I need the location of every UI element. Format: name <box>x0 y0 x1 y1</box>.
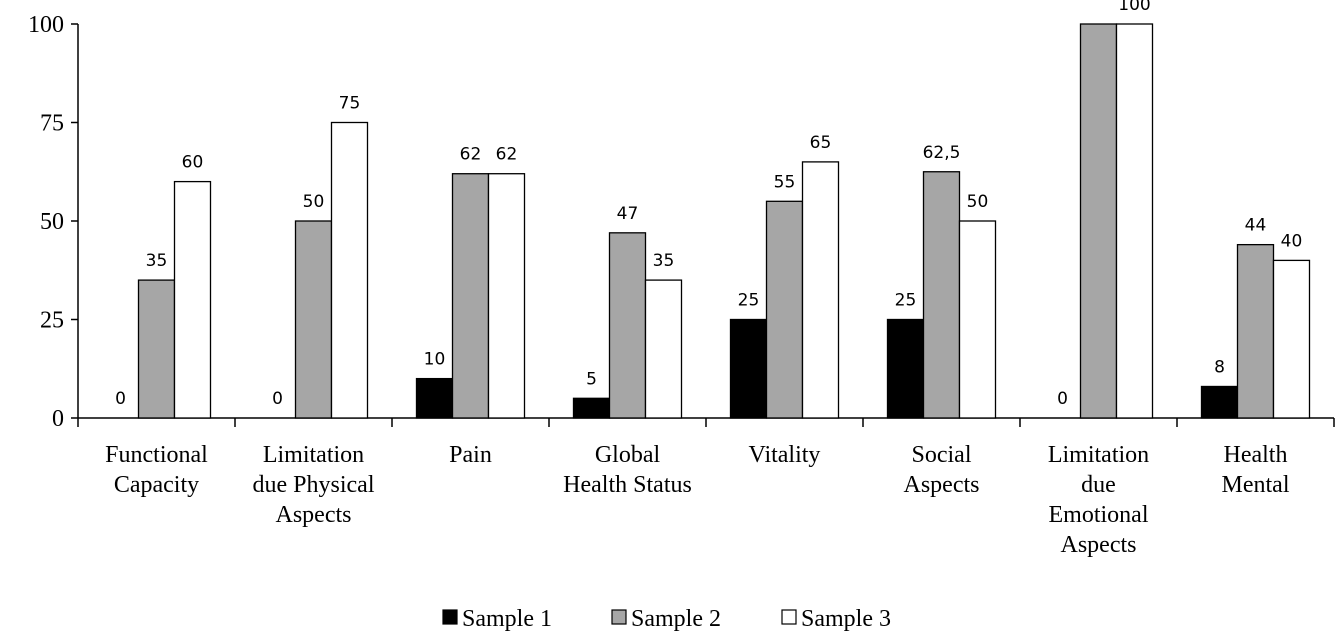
legend-label: Sample 1 <box>462 606 552 632</box>
bar-sample-3 <box>801 161 840 419</box>
x-category-label: Health Mental <box>1222 442 1290 498</box>
x-category-label: Pain <box>449 442 492 468</box>
bar-sample-2 <box>1079 23 1118 419</box>
data-label: 65 <box>810 133 832 153</box>
bar-sample-2 <box>765 200 804 419</box>
x-category-label: Social Aspects <box>904 442 980 498</box>
legend-label: Sample 2 <box>631 606 721 632</box>
x-category-label: Limitation due Emotional Aspects <box>1048 442 1149 558</box>
bar-sample-3 <box>1115 23 1154 419</box>
legend: Sample 1 Sample 2 Sample 3 <box>442 606 891 632</box>
x-category-label: Global Health Status <box>563 442 692 498</box>
y-tick-label: 0 <box>52 406 64 432</box>
data-label: 0 <box>272 389 283 409</box>
bar-sample-3 <box>330 121 369 419</box>
data-labels: 0 35 60 0 50 75 10 62 62 5 47 35 25 55 65 25 62,5 50 0 100 8… <box>115 0 1302 409</box>
bar-sample-3 <box>1272 259 1311 419</box>
x-category-label: Limitation due Physical Aspects <box>253 442 375 528</box>
bar-sample-2 <box>1236 243 1275 419</box>
bar-sample-1 <box>886 318 925 419</box>
y-tick-label: 50 <box>40 209 64 235</box>
legend-swatch <box>781 609 797 625</box>
bar-sample-1 <box>1200 385 1239 419</box>
data-label: 100 <box>1118 0 1150 15</box>
y-tick-label: 25 <box>40 308 64 334</box>
data-label: 40 <box>1281 231 1303 251</box>
x-category-label: Functional Capacity <box>105 442 208 498</box>
data-label: 44 <box>1245 216 1267 236</box>
bar-sample-2 <box>922 171 961 419</box>
data-label: 62,5 <box>923 143 961 163</box>
bar-sample-3 <box>173 180 212 419</box>
data-label: 0 <box>1057 389 1068 409</box>
data-label: 35 <box>653 251 675 271</box>
bar-sample-2 <box>608 232 647 419</box>
bar-sample-1 <box>729 318 768 419</box>
bar-sample-3 <box>644 279 683 419</box>
bar-sample-1 <box>415 377 454 419</box>
data-label: 50 <box>303 192 325 212</box>
data-label: 55 <box>774 172 796 192</box>
data-label: 10 <box>424 350 446 370</box>
data-label: 8 <box>1214 357 1225 377</box>
y-tick-label: 75 <box>40 111 64 137</box>
y-tick-label: 100 <box>28 12 64 38</box>
bar-sample-1 <box>572 397 611 419</box>
data-label: 75 <box>339 94 361 114</box>
data-label: 0 <box>115 389 126 409</box>
data-label: 60 <box>182 153 204 173</box>
bar-sample-2 <box>294 220 333 419</box>
category-labels: Functional Capacity Limitation due Physical… <box>105 442 1290 558</box>
data-label: 47 <box>617 204 639 224</box>
data-label: 62 <box>460 145 482 165</box>
legend-swatch <box>442 609 458 625</box>
data-label: 25 <box>738 291 760 311</box>
legend-swatch <box>611 609 627 625</box>
bars <box>137 23 1311 419</box>
bar-sample-2 <box>137 279 176 419</box>
bar-sample-3 <box>958 220 997 419</box>
data-label: 35 <box>146 251 168 271</box>
data-label: 25 <box>895 291 917 311</box>
x-category-label: Vitality <box>749 442 821 468</box>
bar-sample-3 <box>487 173 526 419</box>
data-label: 50 <box>967 192 989 212</box>
data-label: 62 <box>496 145 518 165</box>
bar-sample-2 <box>451 173 490 419</box>
legend-label: Sample 3 <box>801 606 891 632</box>
data-label: 5 <box>586 369 597 389</box>
